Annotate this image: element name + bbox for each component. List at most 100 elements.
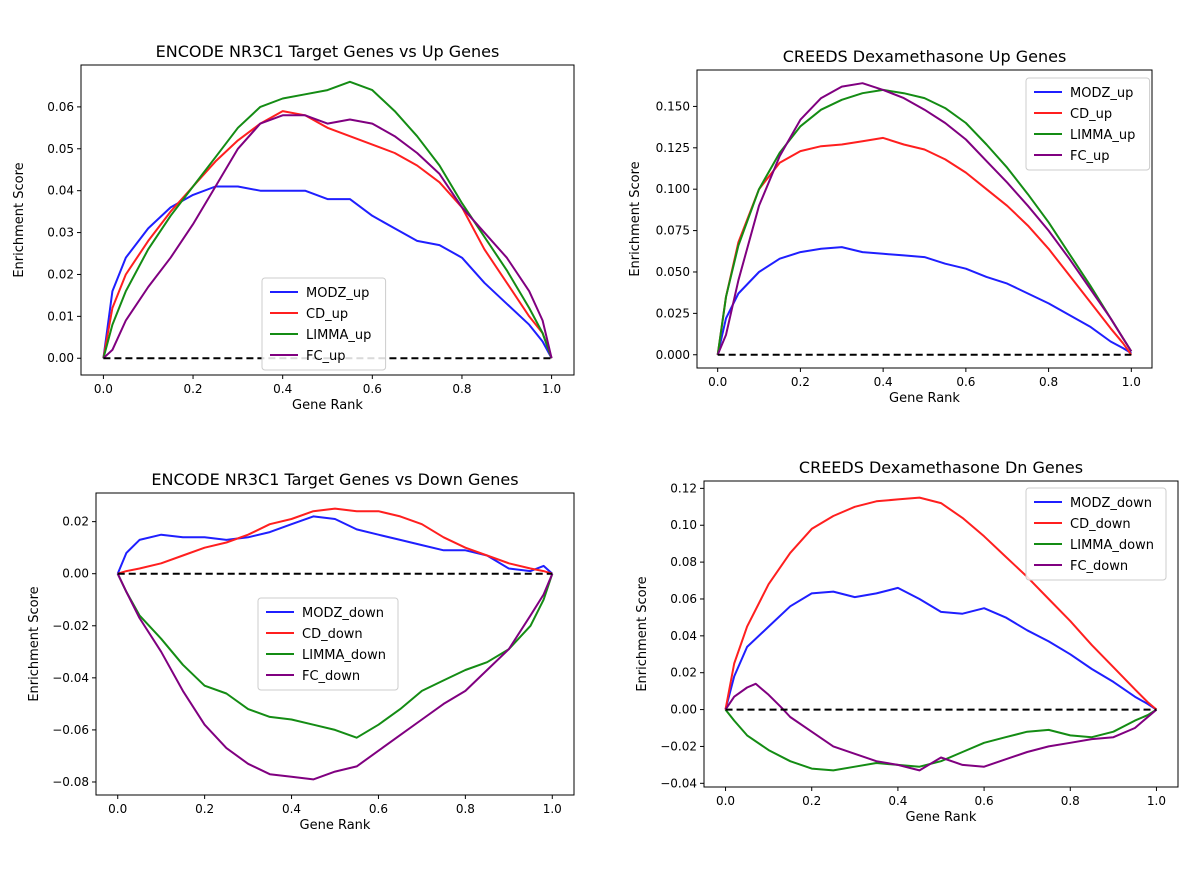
series-line-fc-down bbox=[116, 573, 554, 781]
x-tick-label: 0.8 bbox=[456, 802, 475, 816]
series-line-limma-down bbox=[724, 708, 1158, 772]
x-tick-label: 0.6 bbox=[956, 375, 975, 389]
x-tick-label: 0.0 bbox=[708, 375, 727, 389]
x-tick-label: 0.0 bbox=[108, 802, 127, 816]
panel-creeds-dn: CREEDS Dexamethasone Dn Genes 0.0 0.2 0.4 0.… bbox=[635, 458, 1179, 825]
x-tick-label: 0.2 bbox=[195, 802, 214, 816]
x-tick-label: 0.2 bbox=[183, 382, 202, 396]
y-tick-label: −0.02 bbox=[52, 619, 89, 633]
series-line-modz-up bbox=[716, 246, 1132, 356]
plot-frame bbox=[703, 480, 1179, 788]
x-tick-label: 0.8 bbox=[1061, 794, 1080, 808]
y-tick-label: −0.06 bbox=[52, 723, 89, 737]
legend-label: CD_down bbox=[1070, 517, 1131, 532]
legend: MODZ_up CD_up LIMMA_up FC_up bbox=[1025, 77, 1151, 171]
y-tick-label: 0.02 bbox=[62, 515, 89, 529]
series-line-fc-up bbox=[716, 82, 1133, 356]
data-area bbox=[724, 496, 1158, 772]
panel-encode-up: ENCODE NR3C1 Target Genes vs Up Genes 0.0… bbox=[12, 42, 575, 413]
series-line-fc-up bbox=[102, 114, 553, 359]
x-tick-label: 0.8 bbox=[452, 382, 471, 396]
series-line-modz-up bbox=[102, 185, 553, 359]
legend-box bbox=[261, 277, 387, 371]
y-tick-label: 0.08 bbox=[670, 555, 697, 569]
legend-label: MODZ_down bbox=[1070, 496, 1152, 511]
series-line-cd-down bbox=[724, 496, 1158, 711]
legend-label: FC_up bbox=[306, 349, 346, 364]
legend-label: CD_down bbox=[302, 627, 363, 642]
legend-label: LIMMA_down bbox=[1070, 538, 1154, 553]
plot-frame bbox=[95, 492, 575, 796]
panel-encode-down: ENCODE NR3C1 Target Genes vs Down Genes 0… bbox=[27, 470, 575, 833]
x-tick-label: 0.8 bbox=[1039, 375, 1058, 389]
y-tick-label: 0.075 bbox=[656, 224, 690, 238]
x-tick-label: 0.0 bbox=[716, 794, 735, 808]
legend-label: FC_down bbox=[1070, 559, 1128, 574]
plot-frame bbox=[80, 64, 575, 376]
x-tick-label: 0.4 bbox=[888, 794, 907, 808]
legend-label: FC_up bbox=[1070, 149, 1110, 164]
y-tick-label: 0.06 bbox=[670, 592, 697, 606]
data-area bbox=[116, 507, 554, 781]
series-line-limma-up bbox=[716, 88, 1133, 355]
y-axis-label: Enrichment Score bbox=[27, 586, 42, 701]
y-tick-label: 0.000 bbox=[656, 348, 690, 362]
y-tick-label: 0.06 bbox=[47, 100, 74, 114]
y-tick-label: 0.01 bbox=[47, 309, 74, 323]
legend-label: MODZ_up bbox=[1070, 86, 1133, 101]
series-line-modz-down bbox=[724, 586, 1158, 711]
legend-label: CD_up bbox=[306, 307, 348, 322]
y-tick-label: 0.150 bbox=[656, 99, 690, 113]
legend-box bbox=[1025, 487, 1167, 581]
y-tick-label: 0.05 bbox=[47, 142, 74, 156]
legend-box bbox=[1025, 77, 1151, 171]
x-tick-label: 1.0 bbox=[1147, 794, 1166, 808]
x-tick-label: 0.6 bbox=[975, 794, 994, 808]
legend-label: MODZ_up bbox=[306, 286, 369, 301]
series-line-limma-down bbox=[116, 573, 554, 739]
y-tick-label: 0.050 bbox=[656, 265, 690, 279]
legend-label: FC_down bbox=[302, 669, 360, 684]
y-tick-label: 0.025 bbox=[656, 306, 690, 320]
legend-label: CD_up bbox=[1070, 107, 1112, 122]
x-tick-label: 0.4 bbox=[874, 375, 893, 389]
y-tick-label: −0.04 bbox=[660, 776, 697, 790]
panel-creeds-up: CREEDS Dexamethasone Up Genes 0.0 0.2 0.4 0.… bbox=[628, 47, 1153, 406]
x-tick-label: 1.0 bbox=[542, 382, 561, 396]
legend-label: LIMMA_up bbox=[1070, 128, 1135, 143]
legend: MODZ_down CD_down LIMMA_down FC_down bbox=[1025, 487, 1167, 581]
y-axis-label: Enrichment Score bbox=[635, 576, 650, 691]
y-tick-label: 0.04 bbox=[670, 629, 697, 643]
y-axis-label: Enrichment Score bbox=[12, 162, 27, 277]
legend-box bbox=[257, 597, 399, 691]
y-tick-label: 0.10 bbox=[670, 518, 697, 532]
y-tick-label: 0.125 bbox=[656, 141, 690, 155]
y-tick-label: 0.02 bbox=[670, 666, 697, 680]
legend-label: MODZ_down bbox=[302, 606, 384, 621]
y-tick-label: 0.00 bbox=[47, 351, 74, 365]
data-area bbox=[102, 80, 553, 360]
series-line-fc-down bbox=[724, 682, 1158, 772]
x-tick-label: 0.2 bbox=[791, 375, 810, 389]
y-tick-label: 0.02 bbox=[47, 267, 74, 281]
chart-title: ENCODE NR3C1 Target Genes vs Up Genes bbox=[156, 42, 500, 61]
legend: MODZ_down CD_down LIMMA_down FC_down bbox=[257, 597, 399, 691]
y-tick-label: 0.03 bbox=[47, 226, 74, 240]
y-tick-label: 0.100 bbox=[656, 182, 690, 196]
y-tick-label: 0.04 bbox=[47, 184, 74, 198]
x-tick-label: 0.4 bbox=[273, 382, 292, 396]
y-axis-label: Enrichment Score bbox=[628, 161, 643, 276]
series-line-modz-down bbox=[116, 515, 553, 575]
y-tick-label: 0.00 bbox=[670, 703, 697, 717]
legend: MODZ_up CD_up LIMMA_up FC_up bbox=[261, 277, 387, 371]
chart-title: CREEDS Dexamethasone Up Genes bbox=[783, 47, 1067, 66]
y-tick-label: 0.00 bbox=[62, 567, 89, 581]
x-tick-label: 0.4 bbox=[282, 802, 301, 816]
x-tick-label: 0.2 bbox=[802, 794, 821, 808]
y-tick-label: −0.04 bbox=[52, 671, 89, 685]
y-tick-label: −0.02 bbox=[660, 739, 697, 753]
legend-label: LIMMA_up bbox=[306, 328, 371, 343]
plot-frame bbox=[696, 69, 1153, 369]
y-tick-label: 0.12 bbox=[670, 481, 697, 495]
